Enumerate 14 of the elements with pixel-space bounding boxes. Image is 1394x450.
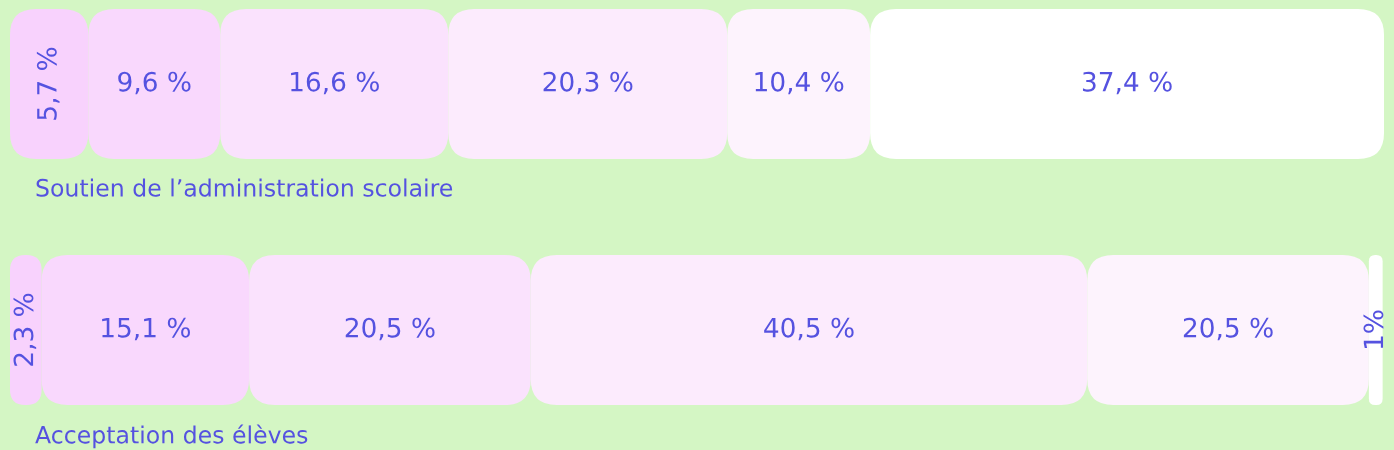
data-label: 20,5 % bbox=[345, 317, 435, 341]
data-label: 15,1 % bbox=[102, 317, 190, 341]
y-tick-label: Soutien de l’administration scolaire bbox=[36, 178, 453, 197]
data-label: 2,3 % bbox=[13, 293, 37, 366]
data-label: 20,5 % bbox=[1183, 317, 1273, 341]
data-label: 10,4 % bbox=[755, 71, 844, 95]
data-label: 1% bbox=[1363, 310, 1384, 349]
data-label: 5,7 % bbox=[36, 47, 60, 120]
data-label: 37,4 % bbox=[1082, 71, 1172, 95]
data-label: 16,6 % bbox=[291, 71, 379, 95]
data-label: 9,6 % bbox=[118, 71, 191, 95]
data-label: 20,3 % bbox=[543, 71, 633, 95]
y-tick-label: Acceptation des élèves bbox=[35, 424, 308, 449]
data-label: 40,5 % bbox=[764, 317, 854, 341]
